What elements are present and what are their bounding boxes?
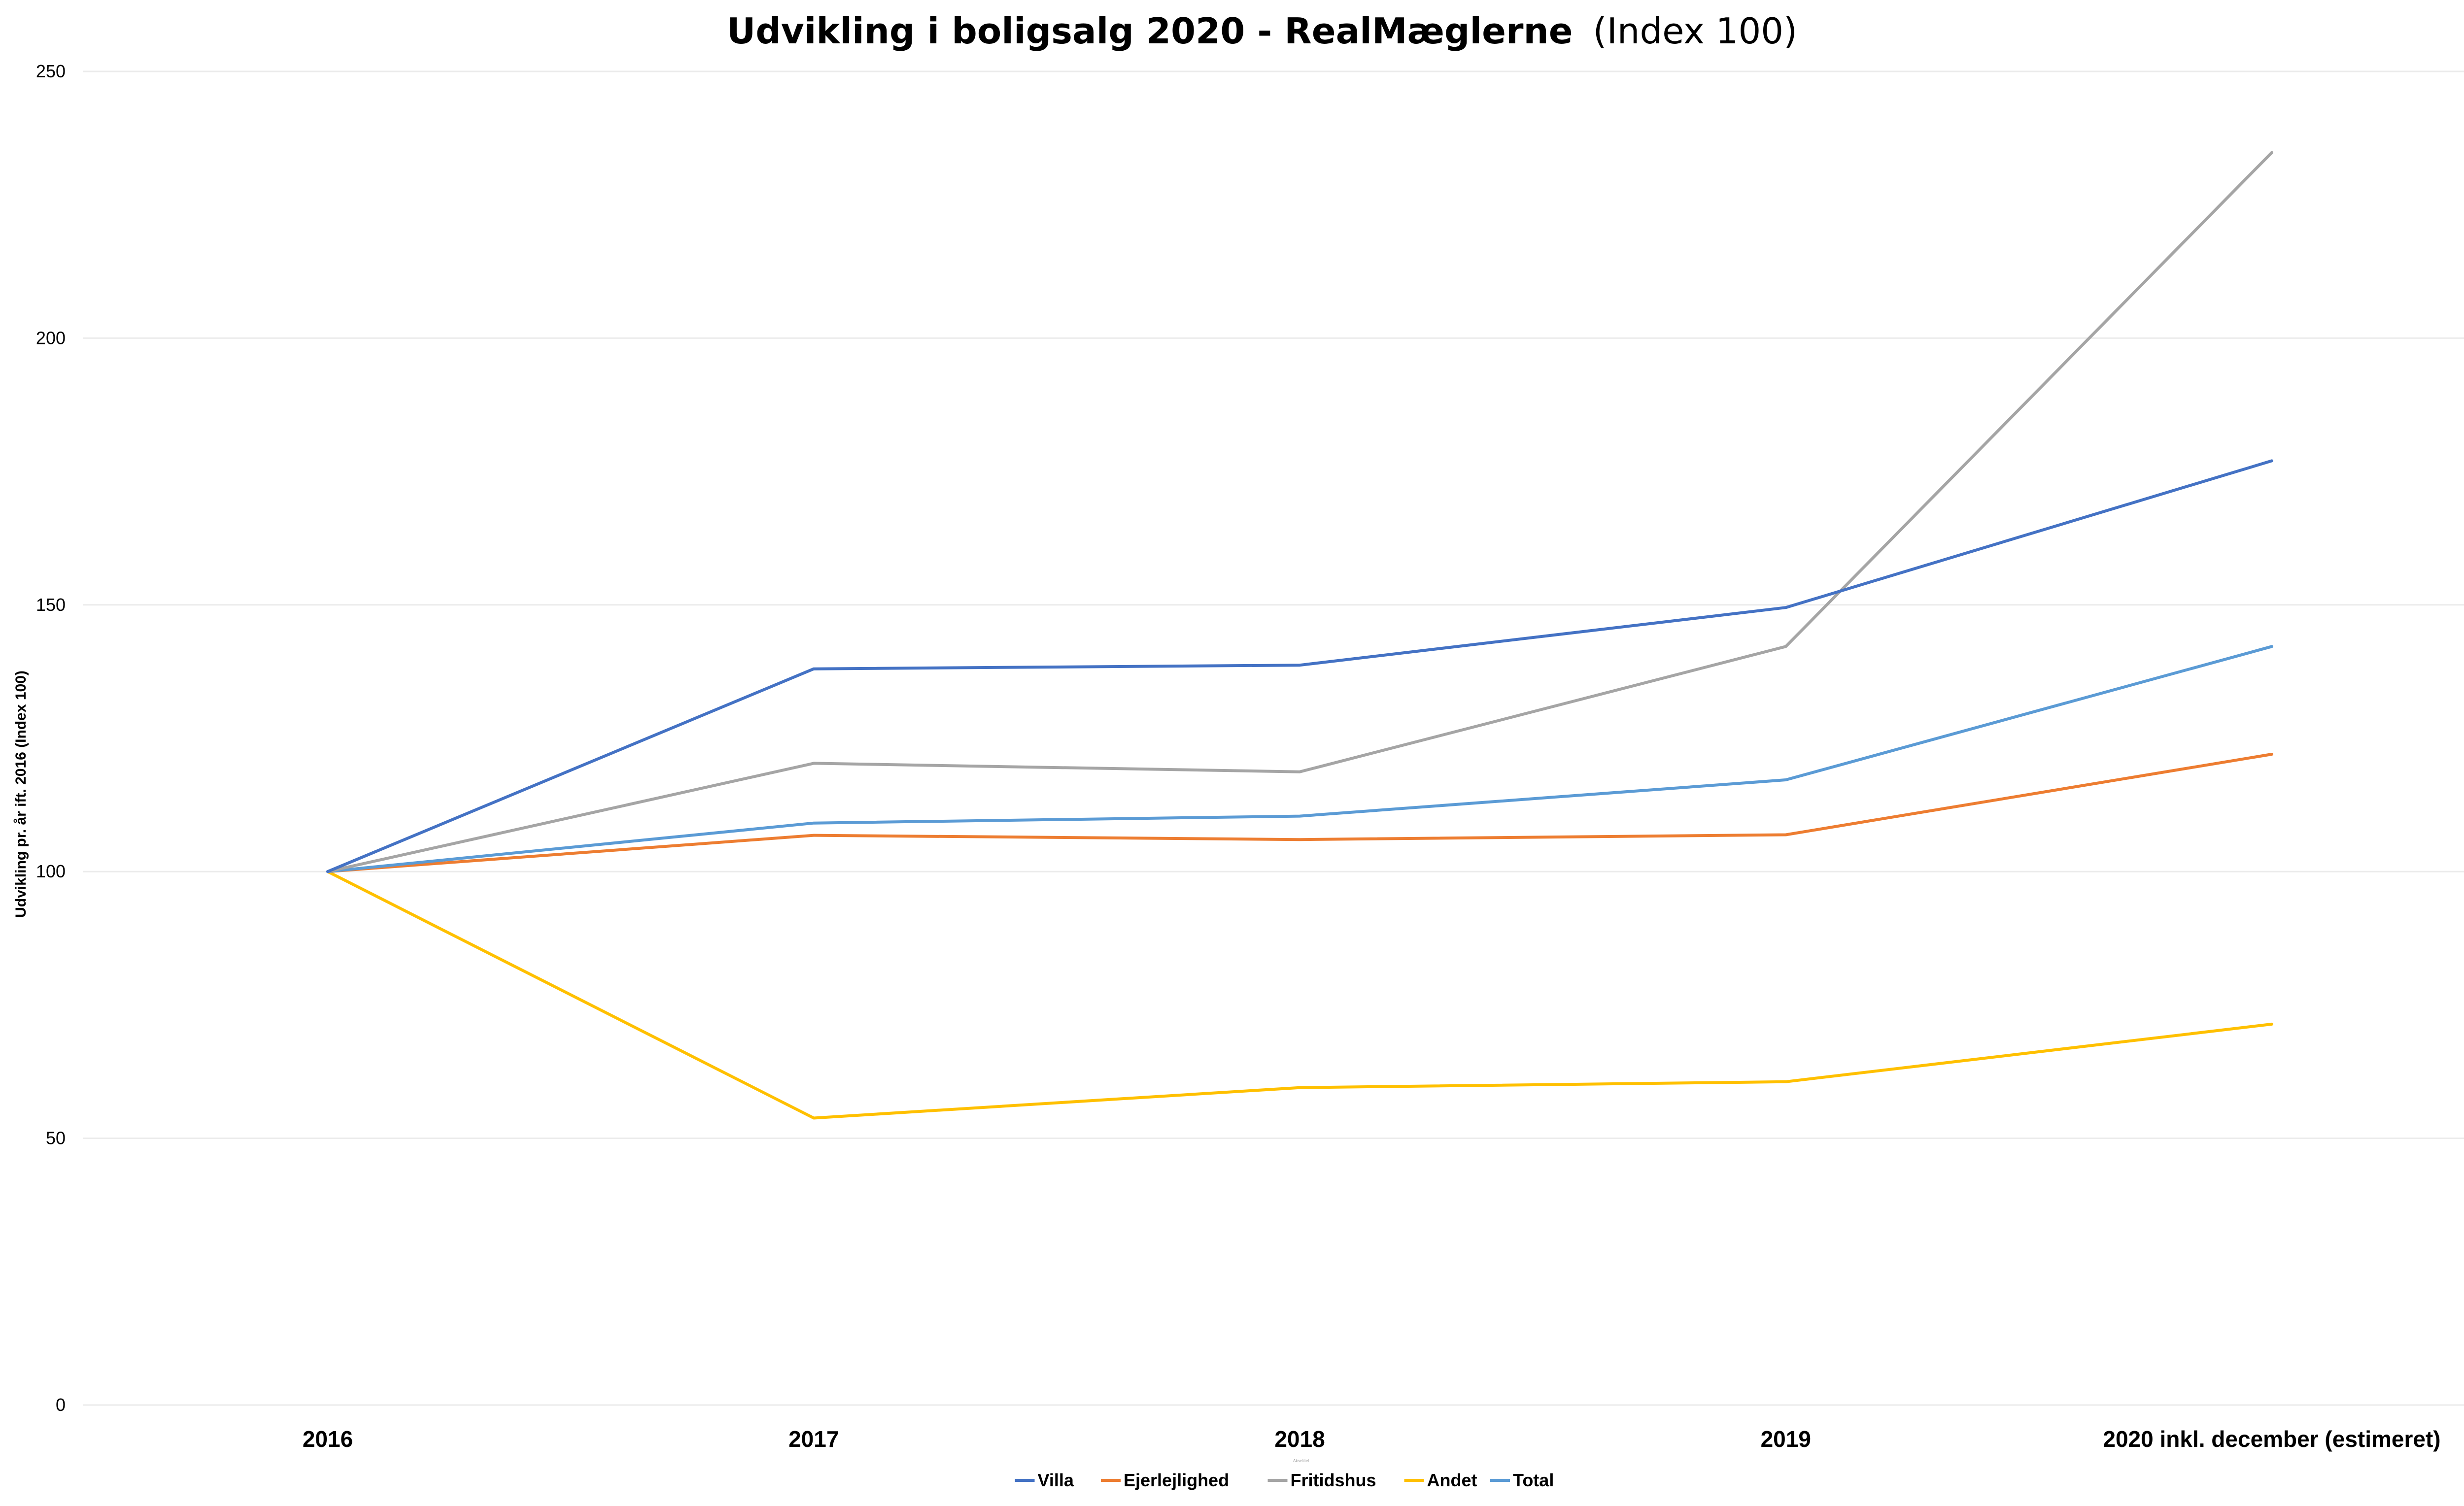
x-tick-label-2: 2018: [1274, 1426, 1325, 1452]
series-lines: [326, 151, 2273, 1120]
y-tick-label-150: 150: [36, 595, 66, 615]
chart-title-suffix: (Index 100): [1593, 10, 1797, 52]
series-line-villa: [326, 459, 2273, 873]
legend-label-villa: Villa: [1038, 1470, 1074, 1490]
y-tick-label-200: 200: [36, 328, 66, 348]
chart-title: Udvikling i boligsalg 2020 - RealMæglern…: [727, 10, 1797, 52]
y-tick-label-250: 250: [36, 61, 66, 81]
x-tick-label-0: 2016: [303, 1426, 353, 1452]
y-axis-ticks: 0 50 100 150 200 250: [36, 61, 66, 1415]
x-axis-title: Akseltitel: [1293, 1459, 1309, 1463]
series-line-andet: [326, 870, 2273, 1120]
y-tick-label-100: 100: [36, 861, 66, 881]
x-tick-label-4: 2020 inkl. december (estimeret): [2103, 1426, 2440, 1452]
y-tick-label-50: 50: [46, 1128, 66, 1148]
legend-label-fritidshus: Fritidshus: [1291, 1470, 1376, 1490]
legend-label-andet: Andet: [1427, 1470, 1477, 1490]
chart-title-main: Udvikling i boligsalg 2020 - RealMæglern…: [727, 10, 1573, 52]
y-axis-title: Udvikling pr. år ift. 2016 (Index 100): [13, 670, 29, 918]
series-line-total: [326, 645, 2273, 873]
legend-label-ejerlejlighed: Ejerlejlighed: [1124, 1470, 1229, 1490]
x-tick-label-1: 2017: [788, 1426, 839, 1452]
series-line-ejerlejlighed: [326, 753, 2273, 873]
gridlines: [83, 70, 2464, 1406]
x-tick-label-3: 2019: [1761, 1426, 1811, 1452]
legend-label-total: Total: [1513, 1470, 1554, 1490]
y-tick-label-0: 0: [56, 1395, 66, 1415]
series-line-fritidshus: [326, 151, 2273, 873]
legend: Villa Ejerlejlighed Fritidshus Andet Total: [1015, 1470, 1554, 1490]
x-axis-ticks: 2016 2017 2018 2019 2020 inkl. december (est…: [303, 1426, 2441, 1452]
